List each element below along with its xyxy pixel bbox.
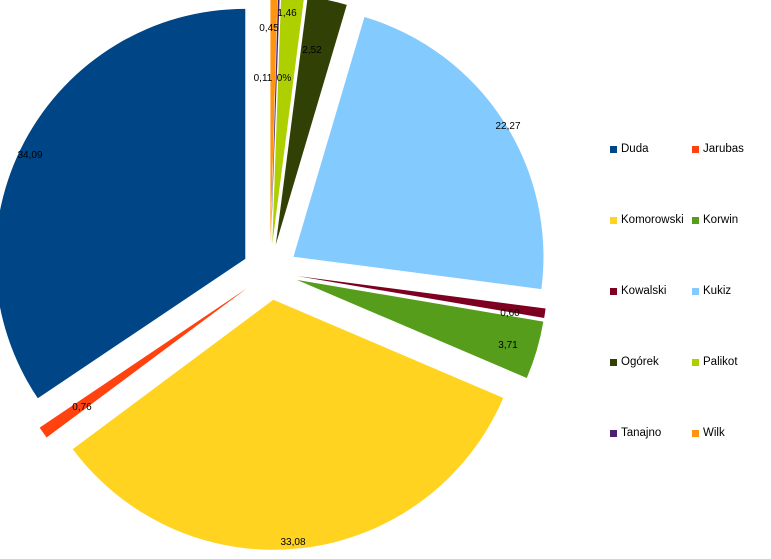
legend-item-jarubas: Jarubas <box>692 143 744 155</box>
legend-label: Jarubas <box>703 143 744 155</box>
legend-item-palikot: Palikot <box>692 356 738 368</box>
legend-swatch <box>692 145 699 153</box>
legend-label: Palikot <box>703 356 738 368</box>
data-label-kowalski: 0,60 <box>500 308 520 319</box>
legend-label: Kukiz <box>703 285 732 297</box>
zero-percent-label: 0% <box>277 73 292 84</box>
data-label-duda: 34,09 <box>17 150 42 161</box>
pie-chart: 34,09 0,76 33,08 3,71 0,60 22,27 2,52 1,46 0,11 0… <box>0 0 546 550</box>
pie-slice-korwin <box>296 279 544 378</box>
legend-item-komorowski: Komorowski <box>610 214 684 226</box>
legend-label: Ogórek <box>621 356 659 368</box>
legend-swatch <box>610 358 617 366</box>
pie-slice-kowalski <box>297 276 546 318</box>
data-label-jarubas: 0,76 <box>72 402 92 413</box>
legend-item-og-rek: Ogórek <box>610 356 659 368</box>
pie-slice-kukiz <box>293 17 544 290</box>
legend-item-kukiz: Kukiz <box>692 285 731 297</box>
legend-swatch <box>692 358 699 366</box>
legend-swatch <box>692 429 699 437</box>
pie-slice-komorowski <box>72 299 504 550</box>
legend-swatch <box>610 216 617 224</box>
legend-swatch <box>610 145 617 153</box>
legend-label: Wilk <box>703 427 725 439</box>
data-label-wilk: 0,45 <box>259 23 279 34</box>
pie-slice-jarubas <box>39 288 248 438</box>
legend-label: Tanajno <box>621 427 662 439</box>
pie-slice-duda <box>0 8 246 399</box>
legend-item-korwin: Korwin <box>692 214 738 226</box>
legend-label: Duda <box>621 143 649 155</box>
legend-swatch <box>610 287 617 295</box>
pie-slice-wilk <box>270 0 278 245</box>
pie-labels: 34,09 0,76 33,08 3,71 0,60 22,27 2,52 1,46 0,11 0… <box>17 8 520 548</box>
legend-swatch <box>610 429 617 437</box>
legend-label: Korwin <box>703 214 739 226</box>
pie-slices <box>0 0 546 550</box>
legend-item-duda: Duda <box>610 143 649 155</box>
data-label-komorowski: 33,08 <box>280 537 305 548</box>
legend-item-kowalski: Kowalski <box>610 285 666 297</box>
legend-swatch <box>692 287 699 295</box>
legend-item-tanajno: Tanajno <box>610 427 661 439</box>
legend-label: Kowalski <box>621 285 667 297</box>
legend-item-wilk: Wilk <box>692 427 725 439</box>
data-label-og-rek: 2,52 <box>302 45 322 56</box>
data-label-korwin: 3,71 <box>498 340 518 351</box>
data-label-kukiz: 22,27 <box>495 121 520 132</box>
pie-slice-palikot <box>272 0 304 245</box>
data-label-tanajno: 0,11 <box>254 73 273 84</box>
data-label-palikot: 1,46 <box>277 8 297 19</box>
legend-label: Komorowski <box>621 214 684 226</box>
pie-slice-og-rek <box>275 0 347 245</box>
legend-swatch <box>692 216 699 224</box>
